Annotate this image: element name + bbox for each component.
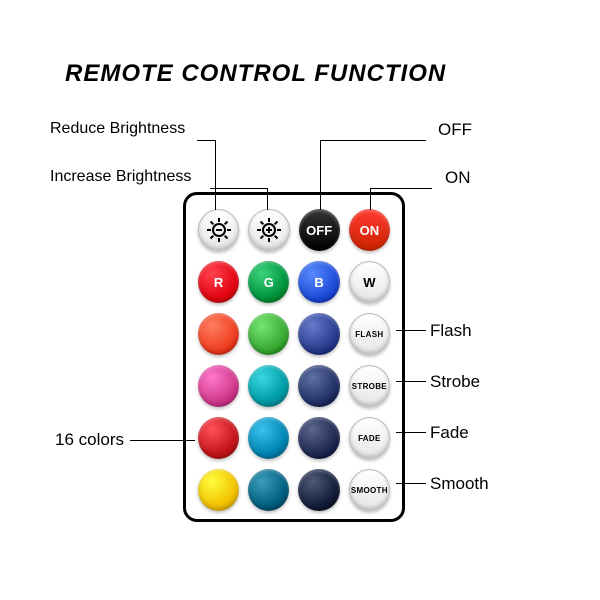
callout-line [320, 140, 426, 141]
button-row: RGBW [198, 261, 390, 303]
button-row: FADE [198, 417, 390, 459]
remote-button[interactable]: FADE [349, 417, 390, 459]
button-row: OFF ON [198, 209, 390, 251]
callout-line [210, 188, 267, 189]
button-label: FLASH [355, 330, 383, 339]
remote-button[interactable] [298, 365, 339, 407]
label-reduce: Reduce Brightness [50, 120, 185, 138]
button-label: R [214, 275, 223, 290]
button-row: FLASH [198, 313, 390, 355]
remote-button[interactable] [198, 313, 239, 355]
callout-line [396, 381, 426, 382]
remote-button[interactable] [298, 313, 339, 355]
remote-button[interactable]: STROBE [349, 365, 390, 407]
callout-line [267, 188, 268, 210]
callout-line [396, 330, 426, 331]
button-label: OFF [306, 223, 332, 238]
remote-button[interactable] [198, 365, 239, 407]
remote-button[interactable]: W [349, 261, 390, 303]
label-off: OFF [438, 120, 472, 140]
callout-line [396, 432, 426, 433]
callout-line [215, 140, 216, 210]
label-fade: Fade [430, 423, 469, 443]
page-title: REMOTE CONTROL FUNCTION [65, 60, 446, 88]
remote-button[interactable]: OFF [299, 209, 340, 251]
remote-button[interactable]: SMOOTH [349, 469, 390, 511]
label-strobe: Strobe [430, 372, 480, 392]
callout-line [320, 140, 321, 210]
callout-line [370, 188, 432, 189]
remote-button[interactable] [298, 469, 339, 511]
remote-button[interactable]: ON [349, 209, 390, 251]
remote-body: OFF ON R G B W FLASH STROBE FADE SMOOTH [183, 192, 405, 522]
button-label: ON [360, 223, 380, 238]
button-label: FADE [358, 434, 381, 443]
label-on: ON [445, 168, 471, 188]
remote-button[interactable]: B [298, 261, 339, 303]
callout-line [396, 483, 426, 484]
remote-button[interactable] [198, 469, 239, 511]
button-row: STROBE [198, 365, 390, 407]
remote-button[interactable] [248, 365, 289, 407]
remote-button[interactable]: G [248, 261, 289, 303]
remote-button[interactable]: FLASH [349, 313, 390, 355]
callout-line [197, 140, 215, 141]
button-label: SMOOTH [351, 486, 388, 495]
button-row: SMOOTH [198, 469, 390, 511]
remote-button[interactable] [248, 417, 289, 459]
remote-button[interactable] [248, 313, 289, 355]
button-label: W [363, 275, 375, 290]
remote-button[interactable]: R [198, 261, 239, 303]
remote-button[interactable] [248, 469, 289, 511]
button-label: B [314, 275, 323, 290]
label-flash: Flash [430, 321, 472, 341]
brightness-up-icon[interactable] [248, 209, 289, 251]
button-label: G [264, 275, 274, 290]
label-smooth: Smooth [430, 474, 489, 494]
label-16colors: 16 colors [55, 430, 124, 450]
remote-button[interactable] [198, 417, 239, 459]
brightness-down-icon[interactable] [198, 209, 239, 251]
label-increase: Increase Brightness [50, 168, 191, 186]
callout-line [130, 440, 195, 441]
button-label: STROBE [352, 382, 387, 391]
remote-button[interactable] [298, 417, 339, 459]
callout-line [370, 188, 371, 210]
